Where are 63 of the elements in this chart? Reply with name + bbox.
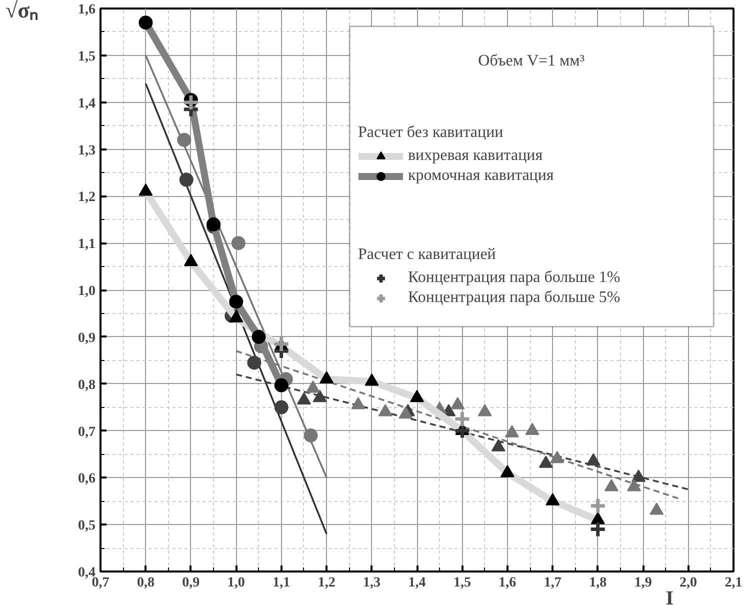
point (304, 428, 318, 442)
y-tick-label: 1,6 (78, 2, 96, 18)
x-tick-label: 1,1 (272, 576, 290, 590)
y-tick-label: 0,6 (78, 472, 96, 487)
point (296, 392, 311, 405)
annotation: Расчет с кавитацией (358, 246, 497, 264)
y-tick-label: 1,0 (78, 284, 96, 299)
annotation: Расчет без кавитации (358, 124, 504, 142)
point (650, 502, 664, 515)
y-tick-label: 0,8 (78, 378, 96, 393)
point (306, 380, 320, 393)
y-tick-label: 1,3 (78, 143, 96, 158)
y-tick-label: 0,9 (78, 330, 96, 346)
point (550, 450, 564, 464)
point (247, 356, 262, 370)
x-tick-label: 2,0 (680, 576, 698, 590)
x-tick-label: 1,9 (634, 576, 652, 590)
legend-label: кромочная кавитация (408, 167, 554, 185)
y-axis-title: √σₙ (6, 0, 39, 22)
point (491, 439, 506, 452)
legend-label: вихревая кавитация (408, 147, 543, 165)
point (538, 456, 553, 468)
legend-label: Концентрация пара больше 5% (408, 289, 620, 307)
x-tick-label: 1,3 (363, 576, 381, 590)
x-axis-title: I (666, 588, 674, 605)
x-tick-label: 1,2 (318, 576, 336, 590)
point (274, 400, 288, 414)
point (378, 404, 392, 416)
y-tick-label: 1,5 (78, 49, 96, 64)
y-tick-label: 1,1 (78, 237, 96, 252)
x-tick-label: 1,5 (453, 576, 471, 590)
x-tick-label: 0,9 (182, 576, 200, 590)
legend-title: Объем V=1 мм³ (478, 52, 585, 70)
point (478, 404, 492, 416)
point (179, 172, 194, 187)
legend-label: Концентрация пара больше 1% (408, 269, 620, 287)
x-tick-label: 1,0 (227, 576, 245, 590)
x-tick-label: 0,8 (136, 576, 154, 590)
x-tick-label: 1,8 (589, 576, 607, 590)
x-tick-label: 2,1 (724, 576, 742, 590)
y-tick-label: 0,7 (78, 424, 96, 440)
point (398, 406, 413, 419)
point (504, 425, 519, 438)
x-tick-label: 1,6 (498, 576, 516, 590)
point (312, 390, 327, 402)
point (627, 479, 642, 492)
point (586, 453, 600, 466)
y-tick-label: 1,2 (78, 190, 96, 206)
point (231, 236, 246, 250)
point (453, 410, 471, 428)
x-tick-label: 1,7 (544, 576, 562, 590)
point (525, 422, 540, 436)
point (632, 470, 646, 482)
point (272, 335, 290, 353)
point (177, 132, 192, 147)
x-tick-label: 1,4 (408, 576, 426, 590)
point (450, 396, 465, 410)
point (182, 94, 200, 112)
point (351, 396, 366, 410)
y-tick-label: 1,4 (78, 96, 96, 112)
x-tick-label: 0,7 (92, 576, 110, 590)
y-tick-label: 0,5 (78, 518, 96, 534)
point (604, 479, 618, 492)
